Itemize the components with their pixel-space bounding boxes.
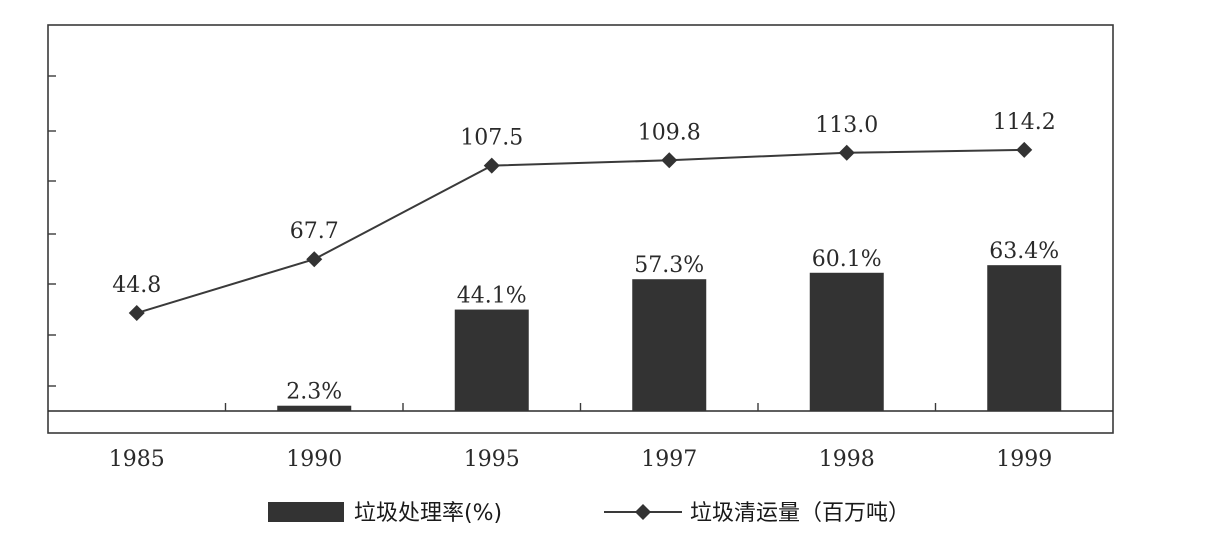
bar-data-label: 44.1% <box>457 284 527 309</box>
bar <box>454 309 529 411</box>
line-path <box>136 148 1025 314</box>
line-point <box>128 305 145 322</box>
line-point <box>1016 141 1033 158</box>
legend-line-label: 垃圾清运量（百万吨） <box>690 501 910 526</box>
line-point <box>483 157 500 174</box>
plot-frame <box>47 24 1114 434</box>
x-tick-label: 1998 <box>819 447 875 472</box>
x-tick-label: 1985 <box>109 447 165 472</box>
bar <box>809 272 884 411</box>
line-data-label: 44.8 <box>112 273 161 298</box>
line-data-label: 113.0 <box>815 113 878 138</box>
x-axis-ticks <box>224 403 937 411</box>
line-point <box>661 152 678 169</box>
bar <box>987 265 1062 411</box>
x-tick-label: 1995 <box>464 447 520 472</box>
legend-bar-label: 垃圾处理率(%) <box>354 501 502 526</box>
bar <box>277 405 352 411</box>
legend-bar-swatch <box>268 502 344 522</box>
x-tick-label: 1997 <box>641 447 697 472</box>
x-tick-label: 1990 <box>286 447 342 472</box>
bar-data-labels: 2.3% 44.1% 57.3% 60.1% 63.4% <box>286 239 1059 405</box>
legend-line-marker <box>635 504 651 520</box>
line-point <box>306 251 323 268</box>
line-data-label: 109.8 <box>638 120 701 145</box>
bar-data-label: 60.1% <box>812 247 882 272</box>
x-tick-labels: 1985 1990 1995 1997 1998 1999 <box>109 447 1053 472</box>
line-data-label: 107.5 <box>460 126 523 151</box>
bar-data-label: 57.3% <box>634 253 704 278</box>
bar-data-label: 63.4% <box>989 239 1059 264</box>
line-point <box>838 144 855 161</box>
bar-data-label: 2.3% <box>286 380 342 405</box>
line-data-label: 67.7 <box>290 219 339 244</box>
bar <box>632 279 707 411</box>
line-data-labels: 44.8 67.7 107.5 109.8 113.0 114.2 <box>112 110 1055 298</box>
line-series <box>128 141 1033 322</box>
line-data-label: 114.2 <box>993 110 1056 135</box>
y-axis-ticks <box>48 75 56 387</box>
legend: 垃圾处理率(%) 垃圾清运量（百万吨） <box>268 501 910 526</box>
bar-series <box>277 265 1062 411</box>
x-tick-label: 1999 <box>996 447 1052 472</box>
